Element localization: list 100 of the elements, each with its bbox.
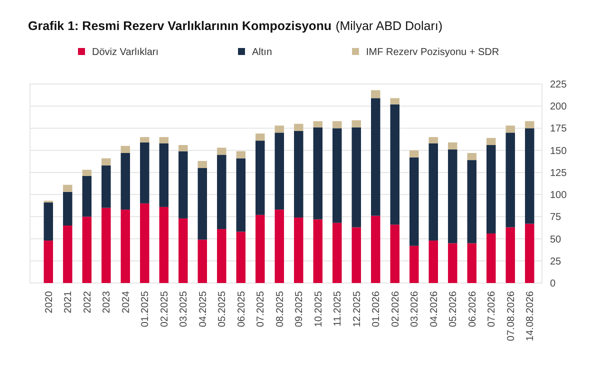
chart-subtitle: (Milyar ABD Doları) — [336, 19, 443, 33]
x-tick-label: 10.2025 — [313, 290, 324, 328]
bar — [390, 104, 400, 225]
bar — [352, 127, 361, 228]
x-tick-label: 2023 — [102, 290, 113, 314]
x-tick-label: 07.2026 — [486, 290, 498, 328]
x-tick-label: 05.2026 — [448, 290, 460, 328]
x-tick-label: 04.2026 — [428, 290, 440, 328]
bar — [198, 240, 207, 283]
bar — [159, 143, 169, 207]
x-tick-label: 07.08.2026 — [506, 290, 517, 342]
bar — [178, 218, 188, 283]
x-tick-label: 01.2026 — [371, 290, 382, 328]
bar — [448, 243, 458, 283]
bar — [82, 176, 92, 217]
bar — [217, 229, 226, 283]
bar — [313, 219, 322, 283]
legend-label: IMF Rezerv Pozisyonu + SDR — [366, 47, 500, 58]
y-tick-label: 0 — [550, 278, 556, 290]
y-tick-label: 25 — [550, 256, 562, 268]
y-tick-label: 150 — [550, 146, 568, 157]
x-tick-label: 05.2025 — [217, 290, 228, 328]
bar — [120, 210, 130, 283]
bar — [506, 227, 515, 283]
bar — [102, 208, 111, 283]
bar — [63, 184, 72, 192]
bar — [236, 232, 246, 283]
bar — [44, 202, 54, 241]
bar — [178, 145, 188, 152]
x-tick-label: 07.2025 — [256, 290, 267, 328]
bar — [82, 170, 92, 176]
bar — [467, 160, 476, 244]
bar — [371, 98, 380, 216]
bar — [428, 240, 438, 283]
bar — [63, 226, 72, 283]
bar — [217, 148, 226, 155]
bar — [506, 132, 515, 228]
bar — [159, 206, 169, 283]
bar — [332, 121, 342, 128]
bar — [409, 150, 419, 158]
bar — [102, 158, 111, 166]
bar — [390, 224, 400, 283]
bar — [524, 224, 534, 283]
bar — [332, 128, 342, 223]
bar — [371, 216, 380, 283]
bar — [371, 90, 380, 98]
bar — [294, 218, 304, 283]
bar — [256, 140, 265, 215]
x-tick-label: 03.2026 — [410, 290, 421, 328]
x-tick-label: 11.2025 — [332, 290, 344, 326]
legend-label: Döviz Varlıkları — [92, 47, 158, 58]
bar — [486, 138, 496, 146]
bar — [294, 124, 304, 131]
bar — [313, 121, 322, 128]
x-tick-label: 01.2025 — [140, 290, 152, 328]
x-tick-label: 03.2025 — [178, 290, 190, 328]
bar — [159, 137, 169, 144]
bar — [274, 126, 284, 133]
bar — [120, 152, 130, 210]
y-tick-label: 100 — [550, 190, 568, 202]
y-tick-label: 175 — [550, 124, 568, 135]
bar — [313, 127, 322, 220]
x-tick-label: 02.2025 — [159, 290, 170, 328]
chart-title: Grafik 1: Resmi Rezerv Varlıklarının Kompozisyonu — [28, 19, 332, 33]
bar — [467, 243, 476, 283]
x-tick-label: 2024 — [120, 290, 132, 314]
x-tick-label: 06.2026 — [467, 290, 478, 328]
bar — [256, 134, 265, 141]
bar — [236, 158, 246, 232]
bar — [140, 137, 150, 142]
y-tick-label: 225 — [550, 80, 568, 90]
bar — [102, 165, 111, 208]
bar — [428, 137, 438, 144]
bar — [236, 151, 246, 158]
x-tick-label: 12.2025 — [352, 290, 363, 328]
y-tick-label: 50 — [550, 234, 562, 246]
x-tick-label: 14.08.2026 — [525, 290, 536, 342]
y-tick-label: 125 — [550, 168, 568, 179]
bar — [352, 120, 361, 128]
y-tick-label: 200 — [550, 102, 568, 113]
x-tick-label: 04.2025 — [198, 290, 209, 328]
bar — [409, 246, 419, 283]
x-tick-label: 09.2025 — [294, 290, 306, 328]
bar — [524, 121, 534, 128]
bar — [274, 132, 284, 210]
x-tick-label: 2022 — [82, 290, 94, 314]
bar — [44, 240, 54, 283]
x-tick-label: 08.2025 — [274, 290, 286, 328]
bar — [217, 154, 226, 230]
x-tick-label: 2020 — [44, 290, 55, 314]
bar — [198, 160, 207, 168]
y-tick-label: 75 — [550, 212, 562, 224]
bar — [467, 152, 476, 160]
bar — [82, 216, 92, 283]
bar — [63, 192, 72, 226]
legend-label: Altın — [252, 47, 272, 58]
x-tick-label: 02.2026 — [390, 290, 402, 328]
x-tick-label: 2021 — [63, 290, 74, 314]
bar — [198, 168, 207, 240]
bar — [506, 126, 515, 133]
